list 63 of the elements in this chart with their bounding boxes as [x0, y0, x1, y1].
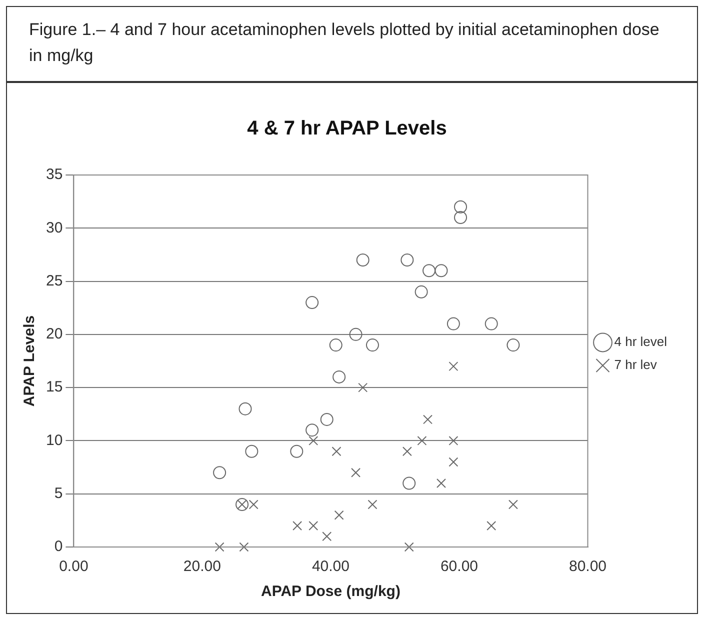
point [332, 370, 346, 384]
point [290, 444, 304, 458]
point [329, 338, 342, 352]
point [434, 264, 448, 278]
point [400, 254, 414, 267]
y-tick-label: 25 [46, 272, 63, 290]
point [214, 542, 224, 552]
y-tick-label: 20 [46, 326, 63, 343]
point [332, 446, 342, 456]
point [414, 285, 428, 298]
point [213, 466, 226, 480]
caption: Figure 1.– 4 and 7 hour acetaminophen levels plotted by initial acetaminophen dose in mg/kg [7, 7, 697, 83]
point [308, 521, 318, 530]
point [322, 532, 332, 542]
x-tick-label: 40.00 [312, 558, 350, 576]
x-tick-label: 60.00 [440, 558, 478, 576]
point [506, 338, 520, 352]
point [448, 436, 458, 446]
point [486, 521, 496, 530]
point [320, 412, 334, 426]
y-tick-label: 0 [54, 538, 63, 556]
x-tick-label: 0.00 [59, 558, 88, 576]
point [454, 211, 468, 224]
y-tick-label: 30 [46, 219, 63, 236]
point [448, 457, 458, 467]
x-tick-label: 80.00 [568, 558, 607, 576]
point [245, 444, 258, 458]
point [368, 500, 378, 510]
point [417, 436, 427, 446]
x-axis-title: APAP Dose (mg/kg) [260, 583, 400, 600]
point [402, 476, 416, 490]
point [448, 362, 458, 372]
point [292, 521, 302, 530]
point [248, 500, 258, 510]
y-tick-label: 15 [46, 378, 63, 396]
point [349, 328, 362, 341]
point [508, 500, 518, 510]
point [239, 542, 249, 552]
point [334, 510, 344, 520]
y-tick-label: 5 [54, 485, 63, 502]
y-tick-label: 10 [46, 432, 63, 449]
point [366, 338, 379, 352]
point [436, 478, 446, 488]
point [484, 317, 498, 330]
x-tick-label: 20.00 [183, 558, 221, 576]
point [454, 200, 468, 214]
point [423, 414, 432, 424]
point [238, 402, 252, 416]
legend-label: 4 hr level [614, 334, 668, 350]
point [446, 317, 460, 330]
legend-label: 7 hr lev [614, 357, 658, 372]
point [351, 468, 361, 478]
point [308, 436, 318, 446]
point [356, 254, 370, 267]
point [402, 446, 412, 456]
chart-title: 4 & 7 hr APAP Levels [247, 118, 447, 140]
point [358, 382, 368, 392]
y-axis-title: APAP Levels [21, 315, 38, 407]
point [404, 542, 414, 552]
y-tick-label: 35 [46, 166, 63, 184]
point [306, 296, 319, 310]
point [306, 424, 319, 437]
point [422, 264, 436, 278]
